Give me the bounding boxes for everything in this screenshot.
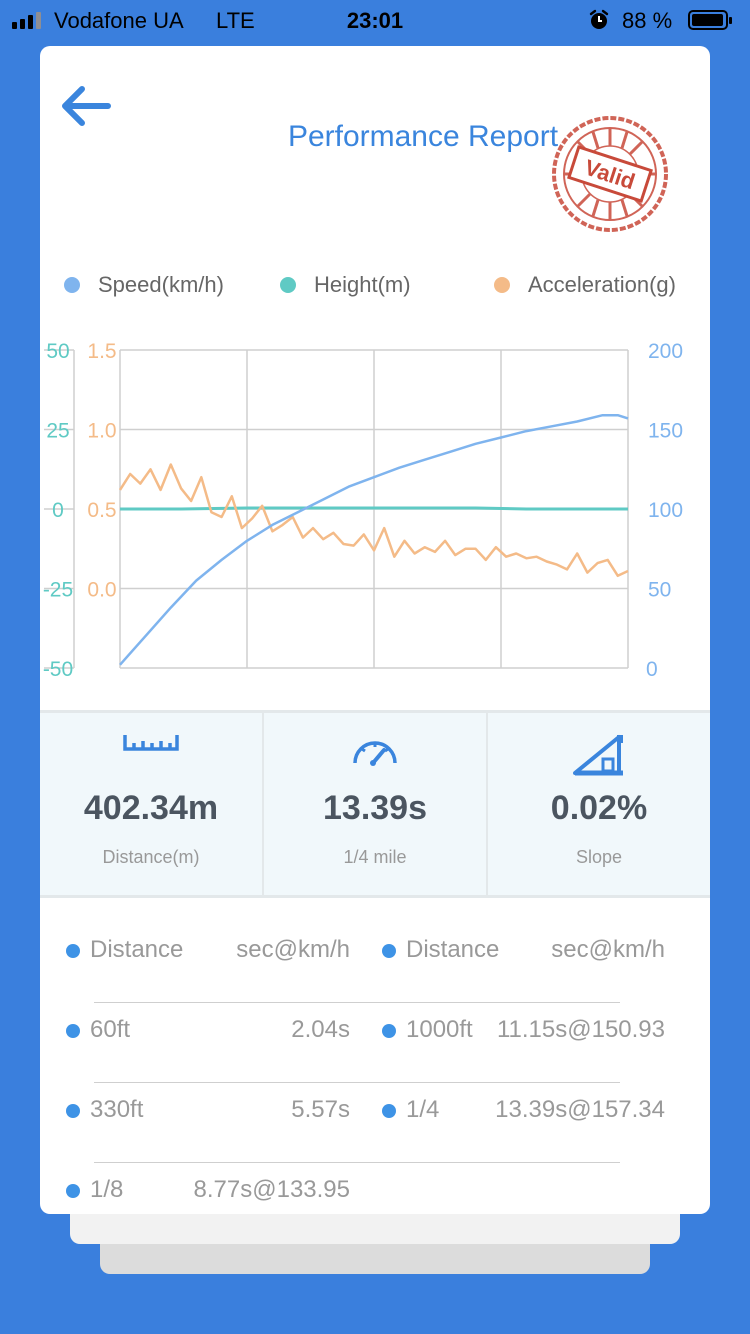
report-card: Performance Report Valid Speed(km/h) Hei… — [40, 46, 710, 1214]
legend-label: Speed(km/h) — [98, 272, 224, 297]
table-header: sec@km/h — [551, 936, 665, 963]
bullet-icon — [66, 1024, 80, 1038]
stat-value: 0.02% — [550, 789, 648, 827]
series-line-speed — [119, 413, 629, 666]
legend-item-height: Height(m) — [280, 272, 411, 298]
network-type: LTE — [216, 8, 255, 33]
table-cell-value: 11.15s@150.93 — [496, 1016, 665, 1043]
tick-label-acceleration: 1.5 — [87, 340, 116, 363]
tick-label-speed: 100 — [648, 499, 683, 522]
table-cell-value: 2.04s — [291, 1016, 350, 1043]
stat-label: 1/4 mile — [343, 847, 407, 867]
divider — [94, 1082, 620, 1083]
stat-value: 402.34m — [83, 789, 219, 827]
bullet-icon — [382, 1104, 396, 1118]
divider — [94, 1002, 620, 1003]
tick-label-height: -25 — [43, 579, 73, 602]
chart-lines — [118, 413, 629, 666]
table-cell-value: 8.77s@133.95 — [193, 1176, 350, 1203]
table-cell-label: 1/8 — [90, 1176, 124, 1203]
bullet-icon — [382, 1024, 396, 1038]
tick-label-height: -50 — [43, 658, 73, 681]
tick-label-acceleration: 0.0 — [87, 579, 116, 602]
table-header-row: Distance sec@km/h Distance sec@km/h — [40, 932, 710, 972]
table-header: sec@km/h — [236, 936, 350, 963]
tick-label-acceleration: 1.0 — [87, 420, 116, 443]
battery-icon — [688, 10, 732, 30]
legend-dot-acceleration — [494, 277, 510, 293]
stat-distance: 402.34m Distance(m) — [40, 713, 264, 895]
legend-item-speed: Speed(km/h) — [64, 272, 224, 298]
table-cell-label: 1000ft — [406, 1016, 473, 1043]
alarm-icon — [589, 9, 609, 29]
stat-label: Slope — [575, 847, 623, 867]
stat-label: Distance(m) — [102, 847, 200, 867]
tick-label-speed: 200 — [648, 340, 683, 363]
bullet-icon — [66, 1184, 80, 1198]
bullet-icon — [66, 944, 80, 958]
table-cell-value: 13.39s@157.34 — [495, 1096, 665, 1123]
battery-percent: 88 % — [622, 8, 673, 33]
card-stack-shadow — [100, 1240, 650, 1274]
legend-item-acceleration: Acceleration(g) — [494, 272, 676, 298]
legend-label: Acceleration(g) — [528, 272, 676, 297]
legend-dot-height — [280, 277, 296, 293]
carrier-name: Vodafone UA — [54, 8, 184, 33]
bullet-icon — [382, 944, 396, 958]
performance-chart: 50 25 0 -25 -50 1.5 1.0 0.5 0.0 200 150 100 50 0 — [43, 340, 683, 681]
speedometer-icon — [353, 741, 397, 766]
series-line-acceleration — [118, 463, 629, 578]
clock: 23:01 — [346, 8, 404, 33]
table-cell-label: 1/4 — [406, 1096, 440, 1123]
series-line-height — [120, 506, 628, 511]
tick-label-acceleration: 0.5 — [87, 499, 116, 522]
tick-label-speed: 0 — [646, 658, 658, 681]
page-title: Performance Report — [287, 120, 559, 153]
table-header: Distance — [406, 936, 500, 963]
legend-label: Height(m) — [314, 272, 411, 297]
table-header: Distance — [90, 936, 184, 963]
table-cell-label: 330ft — [90, 1096, 144, 1123]
tick-label-speed: 150 — [648, 420, 683, 443]
table-row: 330ft 5.57s 1/4 13.39s@157.34 — [40, 1092, 710, 1132]
table-row: 1/8 8.77s@133.95 — [40, 1172, 710, 1212]
back-button[interactable] — [60, 84, 112, 128]
legend-dot-speed — [64, 277, 80, 293]
stat-slope: 0.02% Slope — [488, 713, 710, 895]
arrow-left-icon — [62, 86, 111, 126]
status-bar: Vodafone UA LTE 23:01 88 % — [0, 0, 750, 42]
stat-quarter-mile: 13.39s 1/4 mile — [264, 713, 488, 895]
ruler-icon — [123, 735, 179, 751]
tick-label-height: 0 — [52, 499, 64, 522]
chart-ticks: 50 25 0 -25 -50 1.5 1.0 0.5 0.0 200 150 100 50 0 — [43, 340, 683, 681]
divider — [94, 1162, 620, 1163]
signal-icon — [12, 12, 41, 29]
tick-label-height: 50 — [46, 340, 69, 363]
tick-label-height: 25 — [46, 420, 69, 443]
stats-panel: 402.34m Distance(m) 13.39s 1/4 mile 0.02… — [40, 710, 710, 898]
chart-legend: Speed(km/h) Height(m) Acceleration(g) — [40, 272, 710, 302]
tick-label-speed: 50 — [648, 579, 671, 602]
stat-value: 13.39s — [323, 789, 427, 827]
slope-icon — [573, 735, 623, 776]
valid-stamp: Valid — [552, 116, 668, 232]
table-row: 60ft 2.04s 1000ft 11.15s@150.93 — [40, 1012, 710, 1052]
bullet-icon — [66, 1104, 80, 1118]
table-cell-label: 60ft — [90, 1016, 131, 1043]
table-cell-value: 5.57s — [291, 1096, 350, 1123]
